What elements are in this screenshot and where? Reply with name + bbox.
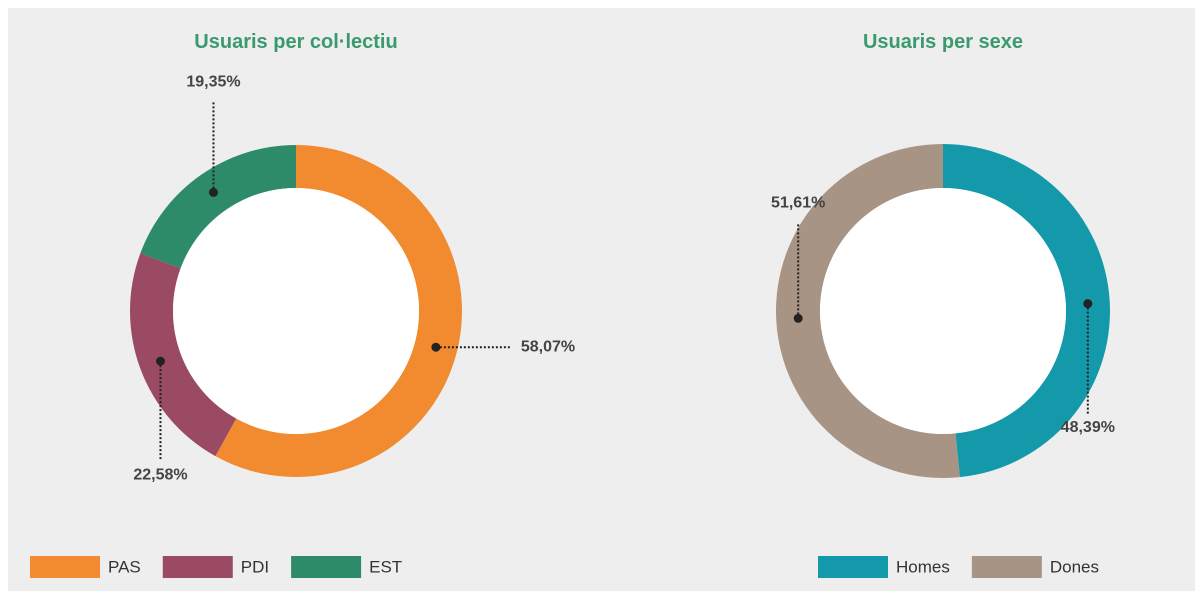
data-label: 22,58% [133,466,187,483]
data-label: 51,61% [771,195,825,212]
data-label: 48,39% [1061,419,1115,436]
donut-segment [943,143,1111,478]
donut-segment [215,145,462,477]
legend-swatch [818,556,888,578]
legend-swatch [291,556,362,578]
data-label: 19,35% [186,74,240,91]
legend-label: Dones [1050,557,1099,576]
data-label: 58,07% [521,338,575,355]
leader-dot [793,313,803,323]
leader-dot [431,342,441,352]
donut-hole [820,188,1066,434]
legend-swatch [971,556,1042,578]
chart-title: Usuaris per sexe [863,31,1023,53]
leader-dot [208,187,218,197]
donut-segment [129,253,237,457]
legend-label: PAS [108,557,141,576]
donut-segment [140,145,296,269]
legend-swatch [30,556,100,578]
legend-swatch [162,556,233,578]
donut-segment [776,144,960,478]
leader-dot [155,356,165,366]
legend-label: Homes [896,557,950,576]
legend-label: PDI [241,557,269,576]
donut-hole [173,188,419,434]
legend-label: EST [369,557,402,576]
chart-title: Usuaris per col·lectiu [194,31,397,53]
leader-dot [1083,299,1093,309]
